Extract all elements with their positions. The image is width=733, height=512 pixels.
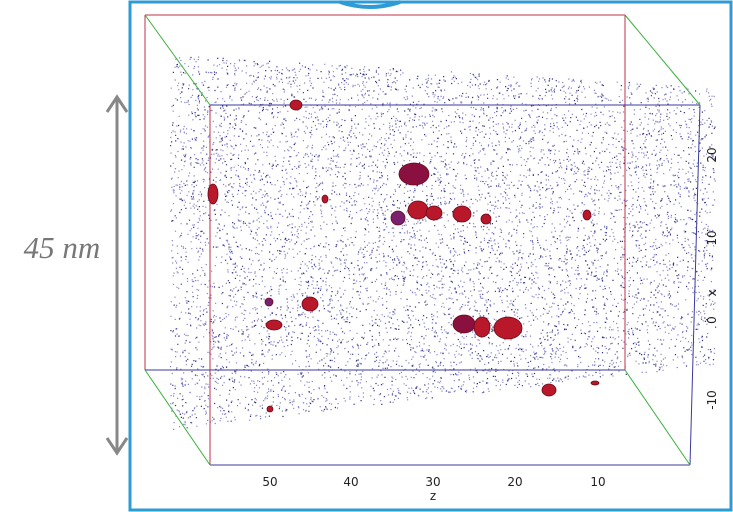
- box-edge: [144, 369, 211, 466]
- cluster: [207, 183, 219, 205]
- cluster: [480, 213, 492, 225]
- box-edge: [144, 14, 211, 106]
- cluster: [265, 319, 283, 331]
- cluster: [264, 297, 274, 307]
- z-tick-label: 50: [262, 475, 277, 489]
- cluster: [590, 380, 600, 386]
- cluster: [493, 316, 523, 340]
- cluster: [321, 194, 329, 204]
- z-tick-label: 30: [425, 475, 440, 489]
- arrow-head: [105, 437, 129, 456]
- z-axis: 50 40 30 20 10: [262, 475, 605, 489]
- cluster: [452, 314, 476, 334]
- arrow-head: [105, 94, 129, 113]
- z-tick-label: 40: [343, 475, 358, 489]
- cluster: [425, 205, 443, 221]
- cluster: [582, 209, 592, 221]
- cluster: [541, 383, 557, 397]
- cluster: [289, 99, 303, 111]
- x-axis: 20 10 0 -10: [705, 147, 719, 409]
- z-axis-label: z: [430, 489, 436, 503]
- cluster: [301, 296, 319, 312]
- z-tick-label: 20: [507, 475, 522, 489]
- frame-notch: [339, 0, 401, 9]
- x-axis-label: x: [705, 289, 719, 296]
- x-tick-label: -10: [705, 390, 719, 410]
- cluster: [390, 210, 406, 226]
- frame: [128, 0, 733, 512]
- cluster: [407, 200, 429, 220]
- z-tick-label: 10: [590, 475, 605, 489]
- clusters: [207, 99, 600, 413]
- x-tick-label: 20: [705, 147, 719, 162]
- box-edge: [689, 104, 701, 466]
- box-edge: [624, 14, 701, 106]
- cluster: [266, 405, 274, 413]
- box-edge: [624, 369, 691, 466]
- cluster: [473, 316, 491, 338]
- cluster: [452, 205, 472, 223]
- scale-arrow: [105, 94, 129, 456]
- x-tick-label: 10: [705, 230, 719, 245]
- x-tick-label: 0: [705, 316, 719, 324]
- cluster: [398, 162, 430, 186]
- scale-label: 45 nm: [24, 230, 101, 265]
